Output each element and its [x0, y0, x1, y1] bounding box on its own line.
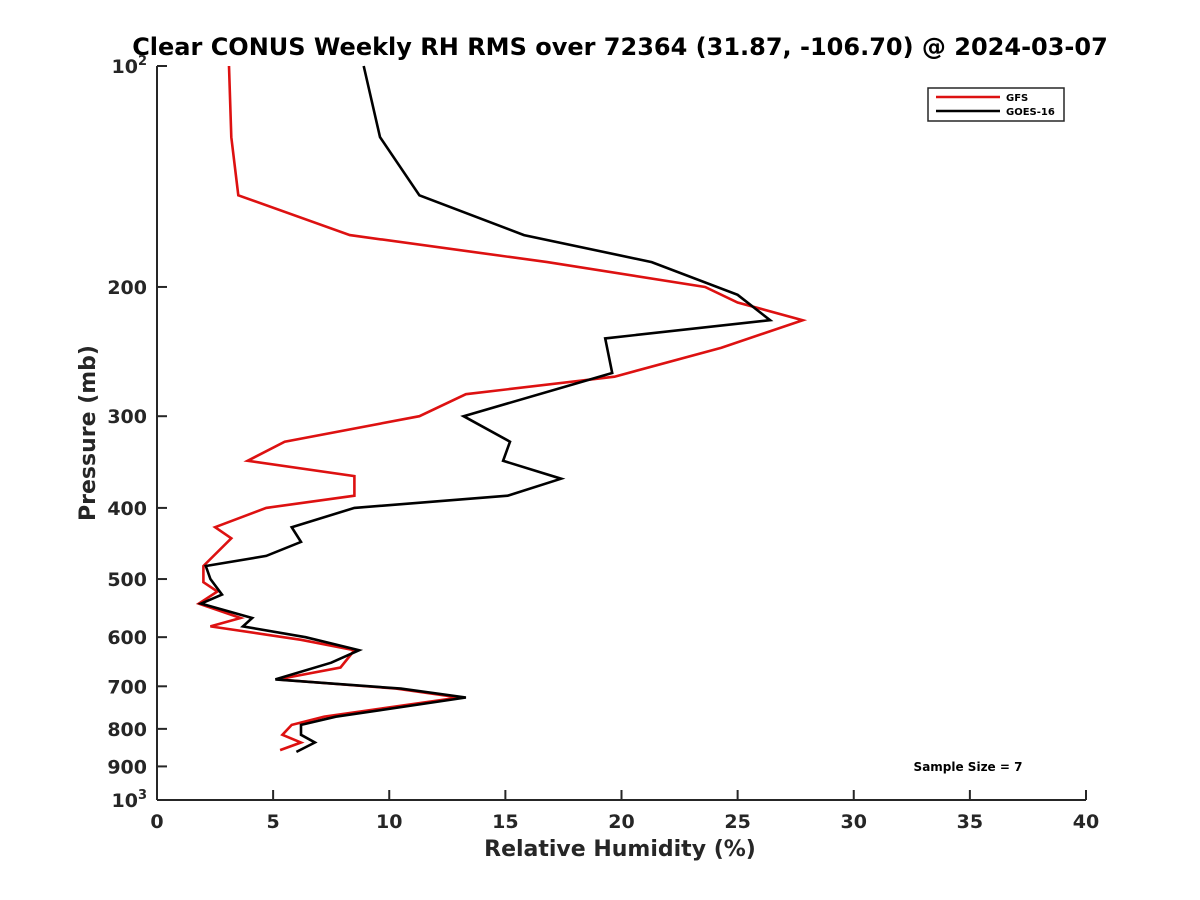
- x-tick-label: 15: [492, 811, 518, 833]
- x-tick-label: 35: [957, 811, 983, 833]
- y-tick-label: 600: [107, 627, 147, 649]
- y-tick-label: 102: [112, 54, 148, 78]
- series-line-goes-16: [197, 65, 774, 754]
- y-tick-label: 800: [107, 719, 147, 741]
- x-tick-label: 30: [841, 811, 867, 833]
- x-tick-label: 40: [1073, 811, 1099, 833]
- sample-size-annotation: Sample Size = 7: [914, 760, 1023, 774]
- legend-label: GFS: [1006, 93, 1028, 104]
- x-tick-label: 25: [724, 811, 750, 833]
- y-tick-label: 103: [112, 788, 148, 812]
- x-tick-label: 0: [150, 811, 163, 833]
- y-axis-label: Pressure (mb): [76, 345, 101, 521]
- x-tick-label: 5: [267, 811, 280, 833]
- y-tick-label: 700: [107, 676, 147, 698]
- x-tick-label: 10: [376, 811, 402, 833]
- chart-title: Clear CONUS Weekly RH RMS over 72364 (31…: [132, 33, 1108, 61]
- y-tick-label: 500: [107, 569, 147, 591]
- y-tick-label: 300: [107, 406, 147, 428]
- x-axis: 0 5 10 15 20 25 30 35 40: [150, 790, 1099, 833]
- legend: GFS GOES-16: [927, 87, 1065, 122]
- legend-box: [927, 87, 1065, 122]
- series-layer: [195, 65, 808, 754]
- x-axis-label: Relative Humidity (%): [484, 837, 756, 862]
- legend-label: GOES-16: [1006, 107, 1055, 118]
- plot-frame: [156, 66, 1086, 801]
- y-tick-label: 200: [107, 277, 147, 299]
- x-tick-label: 20: [608, 811, 634, 833]
- series-line-gfs: [195, 65, 808, 752]
- y-axis: 102 200 300 400 500 600 700 800 900 103: [107, 54, 167, 812]
- y-tick-label: 400: [107, 498, 147, 520]
- y-tick-label: 900: [107, 756, 147, 778]
